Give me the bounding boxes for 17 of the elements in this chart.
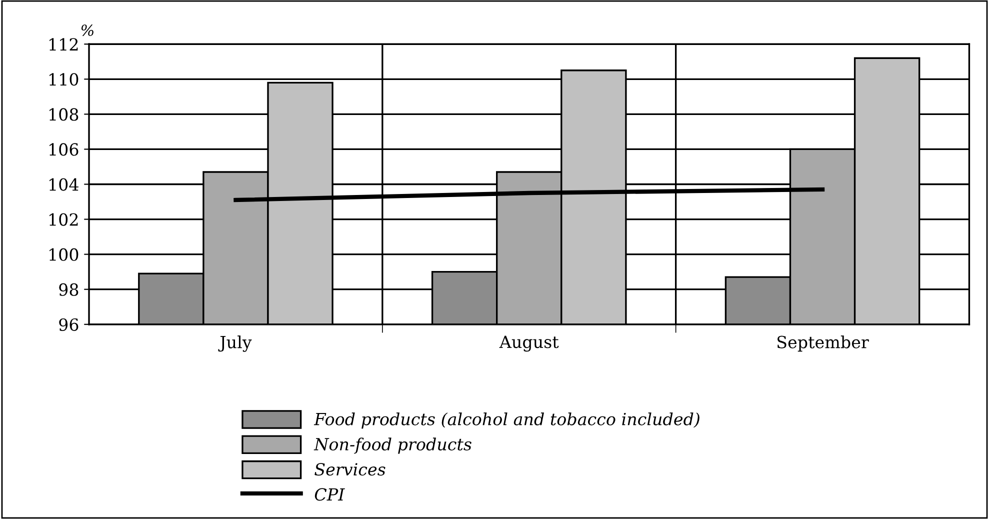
x-tick-label: September <box>778 335 869 352</box>
x-tick-label: July <box>218 335 252 352</box>
y-tick-label: 108 <box>50 108 78 121</box>
legend-label: Food products (alcohol and tobacco included) <box>314 412 700 429</box>
y-tick-label: 102 <box>50 213 78 226</box>
y-tick-label: 98 <box>59 283 78 296</box>
y-tick-label: 96 <box>59 318 78 331</box>
x-tick-label: August <box>499 336 559 352</box>
y-tick-label: 104 <box>50 178 78 191</box>
y-axis-title: % <box>81 24 94 36</box>
y-tick-label: 110 <box>50 73 78 86</box>
y-tick-label: 100 <box>50 248 78 261</box>
legend-label: CPI <box>314 488 345 501</box>
legend-label: Non-food products <box>314 438 472 454</box>
y-tick-label: 112 <box>50 38 78 50</box>
y-tick-label: 106 <box>50 143 78 156</box>
legend-label: Services <box>314 463 386 476</box>
